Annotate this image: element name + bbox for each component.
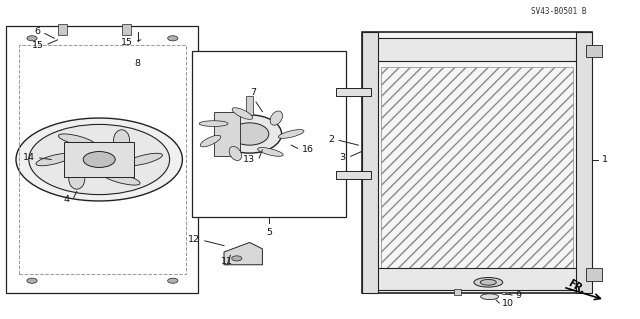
Ellipse shape [480, 279, 497, 285]
Bar [336, 88, 371, 96]
Circle shape [168, 278, 178, 283]
Text: FR.: FR. [566, 278, 587, 296]
Text: 12: 12 [188, 235, 200, 244]
Circle shape [29, 124, 170, 195]
Ellipse shape [199, 121, 228, 127]
Text: 11: 11 [221, 257, 233, 266]
Ellipse shape [232, 108, 253, 119]
Text: 3: 3 [339, 153, 346, 162]
Ellipse shape [230, 123, 269, 145]
Text: 14: 14 [23, 153, 35, 162]
Text: 15: 15 [31, 41, 44, 50]
Text: 1: 1 [602, 155, 607, 164]
Ellipse shape [36, 153, 73, 166]
Polygon shape [224, 242, 262, 265]
Ellipse shape [270, 111, 282, 125]
Ellipse shape [200, 135, 221, 147]
Circle shape [16, 118, 182, 201]
Text: SV43-B0501 B: SV43-B0501 B [531, 7, 587, 16]
Bar [64, 142, 134, 177]
Bar [586, 45, 602, 57]
Ellipse shape [125, 153, 163, 166]
Ellipse shape [474, 278, 502, 287]
Text: 4: 4 [63, 195, 69, 204]
Ellipse shape [58, 134, 95, 146]
Text: 9: 9 [515, 291, 521, 300]
Text: 13: 13 [243, 155, 255, 164]
Bar [381, 67, 573, 274]
Ellipse shape [68, 168, 84, 189]
Bar [122, 24, 131, 35]
Bar [368, 268, 586, 290]
Circle shape [27, 278, 37, 283]
Ellipse shape [481, 294, 499, 300]
Ellipse shape [218, 115, 282, 153]
Bar [586, 268, 602, 281]
Text: 15: 15 [121, 38, 133, 47]
Bar [336, 171, 371, 179]
Circle shape [168, 36, 178, 41]
Bar [192, 51, 346, 217]
Circle shape [27, 36, 37, 41]
Text: 2: 2 [328, 135, 334, 144]
Bar [362, 32, 592, 293]
Bar [214, 112, 240, 156]
Text: 16: 16 [302, 145, 314, 154]
Text: 5: 5 [266, 228, 272, 237]
Bar [576, 32, 592, 293]
Bar [58, 24, 67, 35]
Text: 10: 10 [502, 299, 515, 308]
Ellipse shape [258, 148, 283, 156]
Bar [6, 26, 198, 293]
Bar [368, 38, 586, 61]
Bar [454, 289, 461, 295]
Bar [362, 32, 378, 293]
Ellipse shape [278, 130, 304, 138]
Ellipse shape [103, 173, 140, 185]
Text: 8: 8 [134, 59, 141, 68]
Ellipse shape [502, 292, 509, 295]
Circle shape [232, 256, 242, 261]
Text: 6: 6 [35, 27, 40, 36]
Text: 7: 7 [250, 88, 256, 97]
Ellipse shape [229, 146, 241, 160]
Circle shape [83, 152, 115, 167]
Ellipse shape [114, 130, 129, 151]
Bar [246, 96, 253, 115]
